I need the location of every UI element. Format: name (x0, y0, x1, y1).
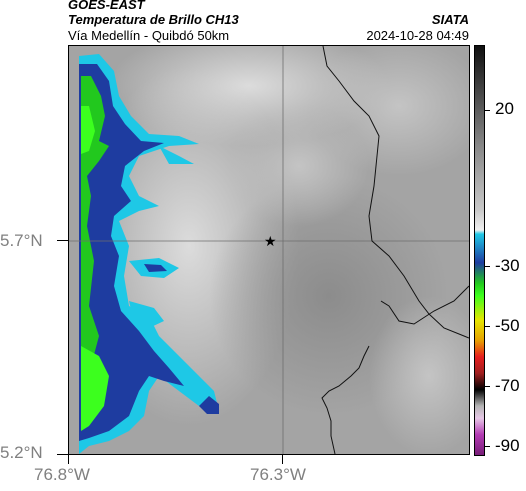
colorbar-label: 20 (495, 99, 514, 118)
colorbar-tick (484, 266, 490, 267)
product-title: Temperatura de Brillo CH13 (68, 12, 239, 27)
lat-tick-label: 5.2°N (0, 443, 43, 462)
map-canvas: ★ (69, 46, 469, 454)
colorbar-label: -50 (495, 316, 520, 335)
department-boundary (321, 345, 370, 454)
satellite-title: GOES-EAST (68, 0, 145, 12)
colorbar-label: -30 (495, 256, 520, 275)
lon-tick-mark (68, 455, 69, 464)
colorbar-tick (484, 446, 490, 447)
colorbar-label: -90 (495, 436, 520, 455)
region-label: Vía Medellín - Quibdó 50km (68, 28, 230, 43)
cold-cloud-tops (79, 54, 219, 454)
star-marker: ★ (264, 234, 277, 250)
colorbar-tick (484, 326, 490, 327)
cloud-region (369, 296, 469, 454)
timestamp-label: 2024-10-28 04:49 (366, 28, 469, 43)
satellite-map[interactable]: ★ (68, 45, 470, 455)
colorbar-tick (484, 110, 490, 111)
lat-tick-mark (57, 454, 68, 455)
cloud-region (229, 106, 369, 226)
lon-tick-mark (282, 455, 283, 464)
lon-tick-label: 76.3°W (250, 465, 306, 484)
colorbar-label: -70 (495, 376, 520, 395)
agency-label: SIATA (431, 12, 469, 27)
department-boundary (322, 46, 469, 339)
lon-tick-label: 76.8°W (34, 465, 90, 484)
colorbar-tick (484, 386, 490, 387)
lat-tick-label: 5.7°N (0, 231, 43, 250)
lat-tick-mark (57, 240, 68, 241)
colorbar (474, 45, 485, 456)
department-boundary (380, 285, 469, 325)
